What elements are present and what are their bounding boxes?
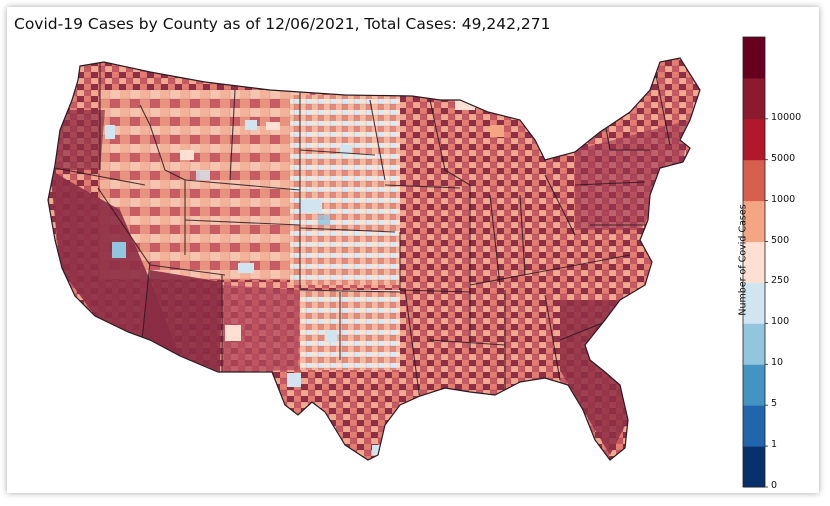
colorbar-bin bbox=[743, 405, 765, 447]
colorbar-tick-label: 1000 bbox=[771, 193, 796, 205]
map-title: Covid-19 Cases by County as of 12/06/202… bbox=[14, 15, 551, 33]
colorbar-bin bbox=[743, 282, 765, 324]
colorbar-tick-label: 10 bbox=[771, 357, 784, 369]
colorbar bbox=[742, 36, 768, 488]
colorbar-label: Number of Covid Cases bbox=[737, 204, 749, 316]
colorbar-tick-label: 1 bbox=[771, 439, 778, 451]
colorbar-bin bbox=[743, 200, 765, 243]
state-borders bbox=[54, 62, 671, 401]
colorbar-tick-label: 5 bbox=[771, 398, 778, 410]
colorbar-tick-label: 100 bbox=[771, 316, 790, 328]
county-choropleth bbox=[50, 90, 690, 455]
colorbar-bin bbox=[743, 37, 765, 79]
colorbar-tick-label: 250 bbox=[771, 275, 790, 287]
colorbar-tick-label: 500 bbox=[771, 234, 790, 246]
colorbar-tick-label: 10000 bbox=[771, 111, 802, 123]
colorbar-bin bbox=[743, 159, 765, 202]
colorbar-tick-label: 5000 bbox=[771, 152, 796, 164]
colorbar-bin bbox=[743, 323, 765, 365]
colorbar-bin bbox=[743, 118, 765, 161]
colorbar-bin bbox=[743, 241, 765, 283]
colorbar-tick-label: 0 bbox=[771, 480, 778, 491]
colorbar-bin bbox=[743, 77, 765, 120]
colorbar-bin bbox=[743, 446, 765, 488]
colorbar-bin bbox=[743, 364, 765, 406]
colorbar-frame bbox=[742, 36, 766, 488]
